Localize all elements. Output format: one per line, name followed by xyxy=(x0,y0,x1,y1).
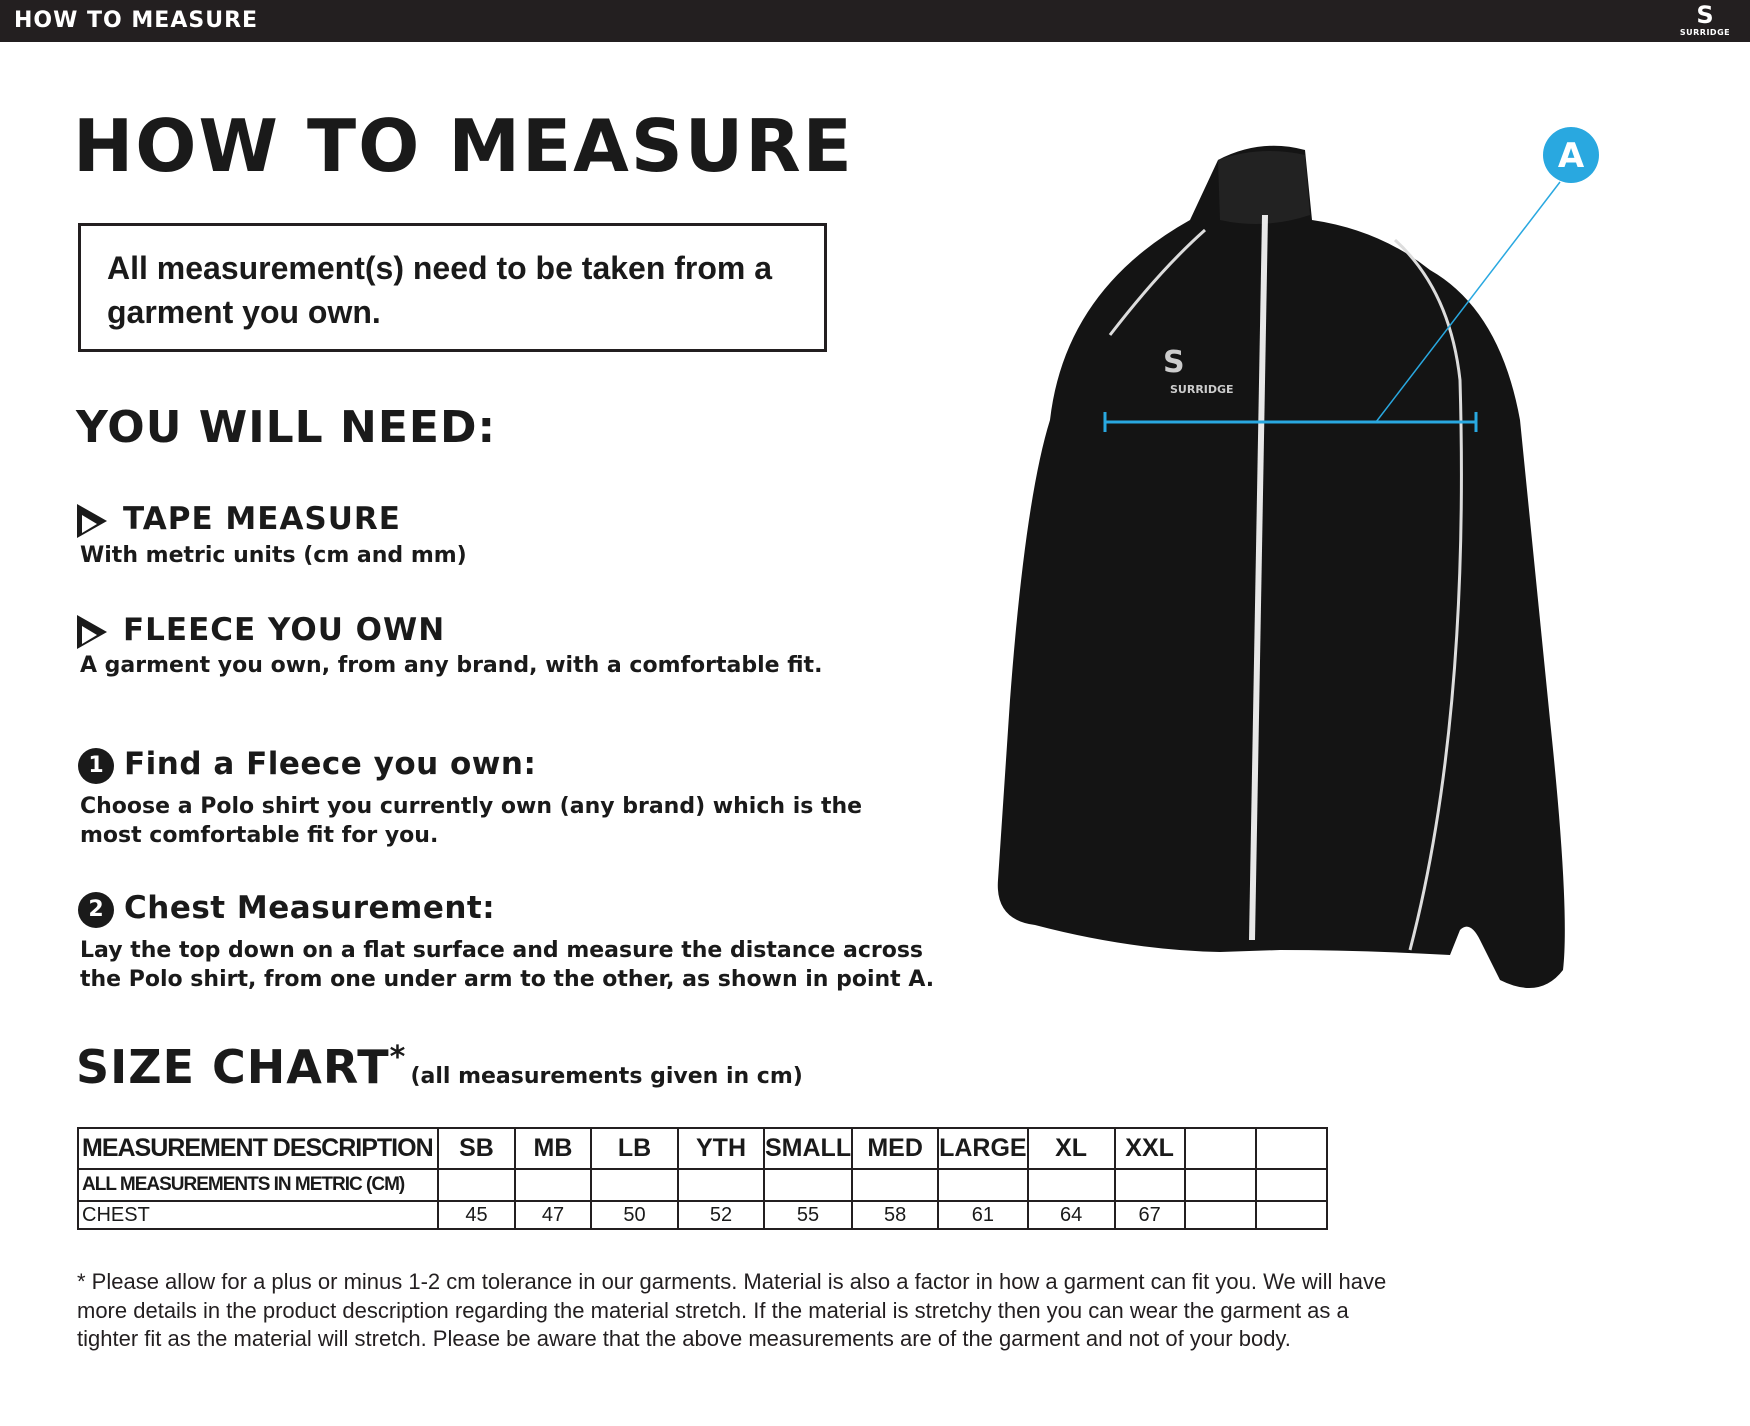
size-cell xyxy=(1254,1168,1329,1202)
zipper xyxy=(1249,214,1268,941)
size-cell: 50 xyxy=(590,1200,679,1230)
size-cell xyxy=(1254,1200,1329,1230)
marker-leader-line xyxy=(1375,181,1561,423)
row-label-cell: CHEST xyxy=(77,1200,439,1230)
top-bar-title: HOW TO MEASURE xyxy=(14,8,259,33)
row-label-cell: MEASUREMENT DESCRIPTION xyxy=(77,1127,439,1170)
table-row: CHEST 45 47 50 52 55 58 61 64 67 xyxy=(77,1200,1329,1230)
size-cell: LB xyxy=(590,1127,679,1170)
size-cell: 61 xyxy=(937,1200,1029,1230)
size-cell xyxy=(590,1168,679,1202)
marker-a-label: A xyxy=(1558,136,1585,176)
need-tape-title: TAPE MEASURE xyxy=(123,501,401,537)
step-number: 2 xyxy=(78,892,114,928)
size-cell: 52 xyxy=(677,1200,765,1230)
size-cell xyxy=(1183,1200,1257,1230)
fleece-jacket-illustration: SURRIDGE S A xyxy=(997,127,1599,988)
size-cell xyxy=(851,1168,940,1202)
size-cell: SB xyxy=(437,1127,516,1170)
row-label-cell: ALL MEASUREMENTS IN METRIC (CM) xyxy=(77,1168,439,1202)
page-title: HOW TO MEASURE xyxy=(73,104,854,188)
size-cell: XXL xyxy=(1113,1127,1186,1170)
size-cell: MB xyxy=(514,1127,592,1170)
size-cell: MED xyxy=(851,1127,940,1170)
size-cell xyxy=(1026,1168,1116,1202)
size-cell xyxy=(1254,1127,1329,1170)
size-cell: SMALL xyxy=(762,1127,854,1170)
size-cell xyxy=(514,1168,592,1202)
size-cell: 55 xyxy=(762,1200,854,1230)
size-cell: LARGE xyxy=(937,1127,1029,1170)
top-bar: HOW TO MEASURE S SURRIDGE xyxy=(0,0,1750,42)
step-title: Find a Fleece you own: xyxy=(124,746,537,782)
size-cell xyxy=(437,1168,516,1202)
marker-a-icon xyxy=(1543,127,1599,183)
step-number: 1 xyxy=(78,748,114,784)
size-chart-table: MEASUREMENT DESCRIPTION SB MB LB YTH SMALL MED… xyxy=(77,1127,1329,1230)
surridge-logo: S SURRIDGE xyxy=(1679,1,1731,37)
notice-box: All measurement(s) need to be taken from… xyxy=(78,223,827,352)
svg-text:S: S xyxy=(1163,345,1185,380)
size-cell xyxy=(1183,1127,1257,1170)
need-fleece-desc: A garment you own, from any brand, with … xyxy=(80,653,823,678)
size-cell xyxy=(1183,1168,1257,1202)
step-desc: Choose a Polo shirt you currently own (a… xyxy=(80,794,863,848)
step-title: Chest Measurement: xyxy=(124,890,496,926)
size-cell xyxy=(762,1168,854,1202)
size-cell: 58 xyxy=(851,1200,940,1230)
size-cell xyxy=(677,1168,765,1202)
size-cell xyxy=(937,1168,1029,1202)
size-cell: XL xyxy=(1026,1127,1116,1170)
need-tape-desc: With metric units (cm and mm) xyxy=(80,543,467,568)
size-chart-heading: SIZE CHART* (all measurements given in c… xyxy=(76,1040,803,1094)
size-cell: 67 xyxy=(1113,1200,1186,1230)
table-row: ALL MEASUREMENTS IN METRIC (CM) xyxy=(77,1168,1329,1202)
size-cell: 47 xyxy=(514,1200,592,1230)
step-desc: Lay the top down on a flat surface and m… xyxy=(80,938,935,992)
size-cell: YTH xyxy=(677,1127,765,1170)
size-cell: 64 xyxy=(1026,1200,1116,1230)
size-cell xyxy=(1113,1168,1186,1202)
footnote: * Please allow for a plus or minus 1-2 c… xyxy=(77,1269,1387,1351)
need-fleece-title: FLEECE YOU OWN xyxy=(123,612,446,648)
jacket-logo: SURRIDGE xyxy=(1170,383,1234,396)
jacket-body xyxy=(997,145,1565,988)
table-header-row: MEASUREMENT DESCRIPTION SB MB LB YTH SMALL MED… xyxy=(77,1127,1329,1170)
need-heading: YOU WILL NEED: xyxy=(76,402,497,453)
size-cell: 45 xyxy=(437,1200,516,1230)
